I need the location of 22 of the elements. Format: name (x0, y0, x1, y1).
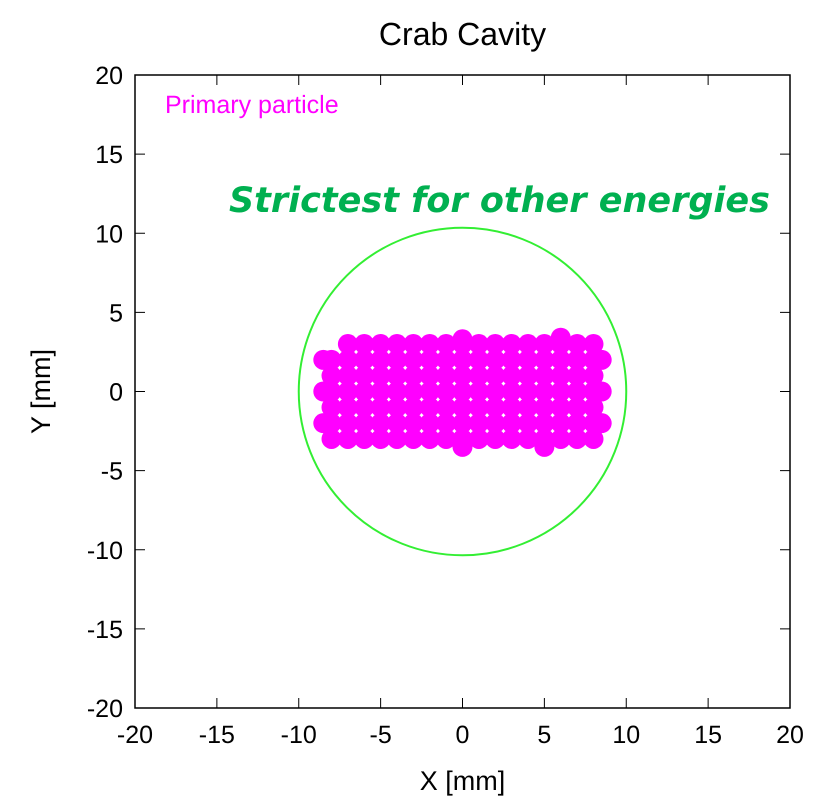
y-tick-label: 5 (109, 299, 123, 328)
y-tick-label: 20 (95, 62, 123, 90)
y-tick-label: -10 (86, 536, 123, 565)
x-tick-label: -15 (198, 721, 235, 749)
x-tick-label: -10 (280, 721, 317, 749)
x-axis-title: X [mm] (420, 766, 506, 796)
chart-title: Crab Cavity (378, 16, 546, 52)
text: Primary particle (165, 91, 339, 119)
x-tick-label: 20 (776, 721, 804, 749)
y-tick-label: 10 (95, 220, 123, 248)
y-tick-label: -20 (86, 695, 123, 723)
x-tick-label: 15 (694, 721, 722, 749)
y-tick-label: -5 (100, 458, 123, 486)
annotation: Strictest for other energies (228, 181, 770, 221)
y-tick-label: 15 (95, 141, 123, 170)
x-tick-label: 0 (456, 721, 470, 749)
x-tick-label: 5 (537, 721, 552, 749)
x-tick-label: 10 (612, 721, 640, 749)
y-tick-label: 0 (109, 378, 123, 406)
y-axis-title: Y [mm] (26, 348, 56, 434)
x-tick-label: -5 (370, 721, 392, 749)
y-tick-label: -15 (86, 616, 123, 644)
